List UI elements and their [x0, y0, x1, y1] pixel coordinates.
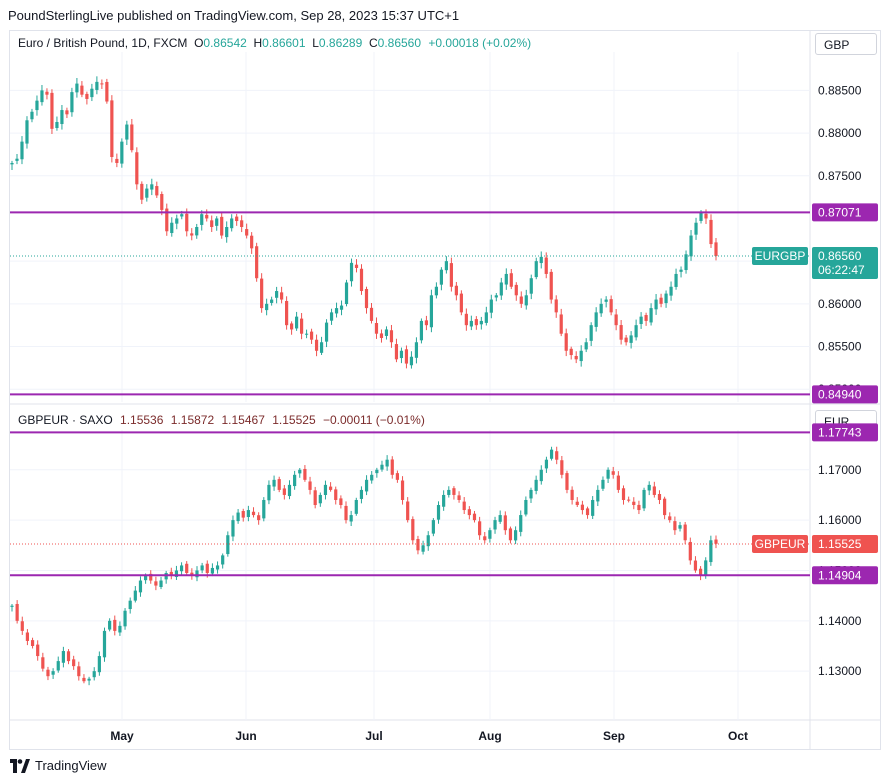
- tradingview-logo-icon: [10, 758, 30, 773]
- gbpeur-legend: GBPEUR · SAXO 1.15536 1.15872 1.15467 1.…: [18, 413, 425, 427]
- eurgbp-open: 0.86542: [203, 36, 247, 50]
- chart-frame: [9, 30, 881, 750]
- eurgbp-high: 0.86601: [262, 36, 306, 50]
- eurgbp-low: 0.86289: [318, 36, 363, 50]
- gbpeur-symbol-line: GBPEUR · SAXO: [18, 413, 113, 427]
- gbpeur-change: −0.00011 (−0.01%): [322, 413, 425, 427]
- gbpeur-open: 1.15536: [120, 413, 164, 427]
- gbpeur-low: 1.15467: [221, 413, 265, 427]
- eurgbp-close: 0.86560: [377, 36, 422, 50]
- tradingview-brand: TradingView: [35, 758, 107, 773]
- eur-currency-button[interactable]: EUR: [815, 410, 877, 432]
- footer: TradingView: [10, 758, 107, 773]
- publisher-line: PoundSterlingLive published on TradingVi…: [8, 8, 460, 23]
- eurgbp-legend: Euro / British Pound, 1D, FXCM O0.86542 …: [18, 36, 532, 50]
- eurgbp-change: +0.00018 (+0.02%): [428, 36, 532, 50]
- gbpeur-high: 1.15872: [170, 413, 215, 427]
- gbpeur-close: 1.15525: [272, 413, 316, 427]
- gbp-currency-button[interactable]: GBP: [815, 33, 877, 55]
- eurgbp-symbol-line: Euro / British Pound, 1D, FXCM: [18, 36, 188, 50]
